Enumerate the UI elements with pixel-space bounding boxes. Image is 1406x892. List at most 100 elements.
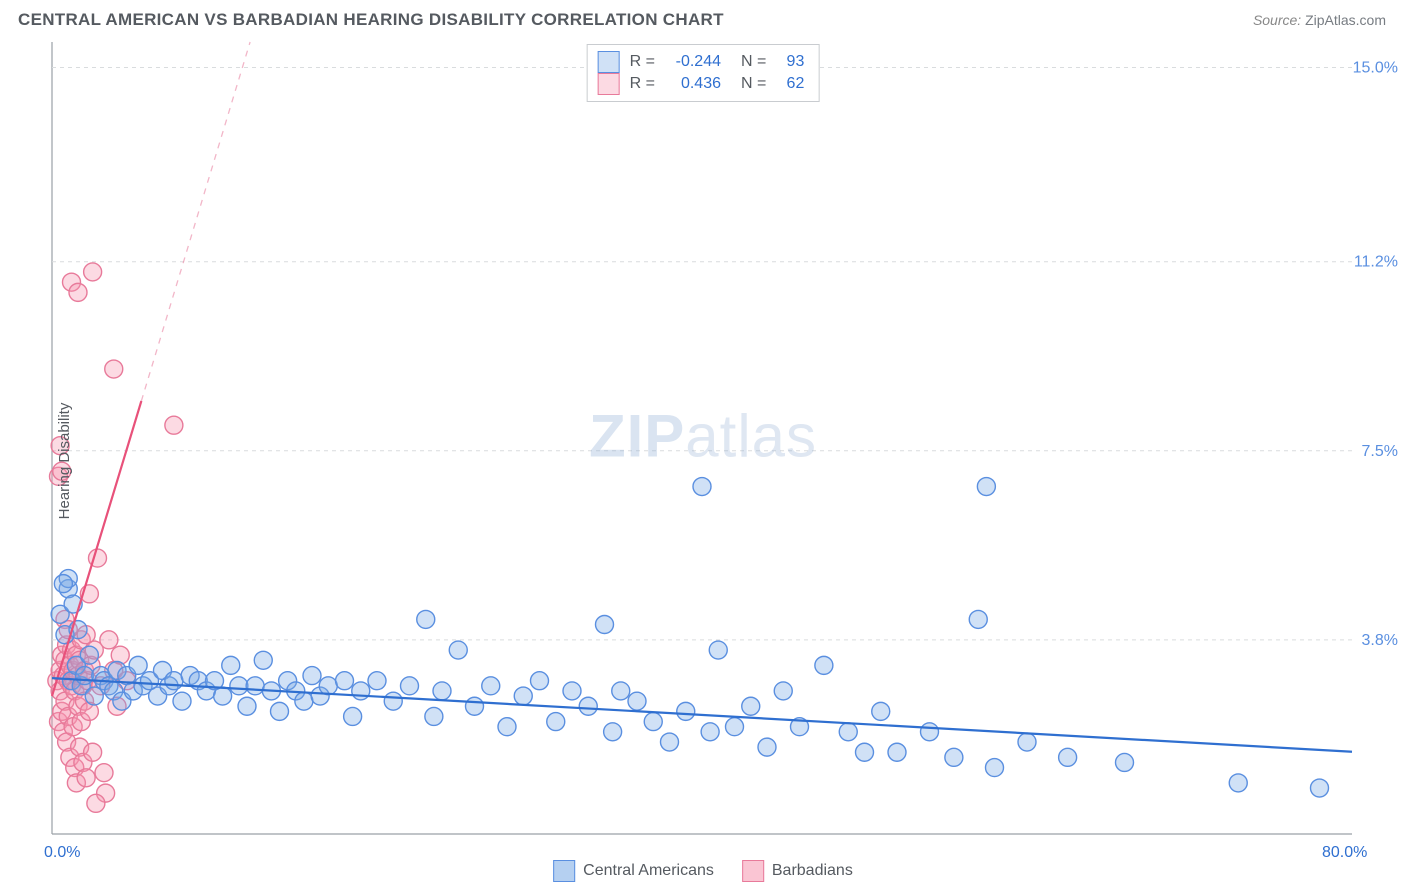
legend-swatch (742, 860, 764, 882)
data-point (84, 263, 102, 281)
legend-item: Central Americans (553, 860, 714, 882)
data-point (222, 656, 240, 674)
data-point (872, 702, 890, 720)
data-point (352, 682, 370, 700)
bottom-legend: Central Americans Barbadians (553, 860, 853, 882)
y-tick-label: 7.5% (1362, 443, 1398, 460)
data-point (1229, 774, 1247, 792)
data-point (173, 692, 191, 710)
data-point (531, 672, 549, 690)
data-point (547, 713, 565, 731)
chart-title: CENTRAL AMERICAN VS BARBADIAN HEARING DI… (18, 10, 724, 30)
y-axis-label: Hearing Disability (56, 403, 73, 520)
legend-swatch (553, 860, 575, 882)
plot-area: Hearing Disability ZIPatlas 3.8%7.5%11.2… (0, 36, 1406, 886)
data-point (368, 672, 386, 690)
data-point (87, 794, 105, 812)
data-point (774, 682, 792, 700)
data-point (401, 677, 419, 695)
x-axis-origin-label: 0.0% (44, 844, 80, 862)
source-attribution: Source: ZipAtlas.com (1253, 12, 1386, 28)
data-point (839, 723, 857, 741)
data-point (77, 769, 95, 787)
y-tick-label: 3.8% (1362, 632, 1398, 649)
legend-label: Barbadians (772, 862, 853, 880)
data-point (129, 656, 147, 674)
data-point (1311, 779, 1329, 797)
data-point (100, 631, 118, 649)
header: CENTRAL AMERICAN VS BARBADIAN HEARING DI… (0, 0, 1406, 36)
data-point (466, 697, 484, 715)
data-point (701, 723, 719, 741)
data-point (54, 575, 72, 593)
data-point (417, 610, 435, 628)
data-point (295, 692, 313, 710)
data-point (214, 687, 232, 705)
data-point (921, 723, 939, 741)
data-point (1018, 733, 1036, 751)
data-point (254, 651, 272, 669)
data-point (693, 478, 711, 496)
data-point (449, 641, 467, 659)
y-tick-label: 11.2% (1354, 254, 1398, 271)
data-point (661, 733, 679, 751)
data-point (344, 707, 362, 725)
data-point (76, 667, 94, 685)
source-value: ZipAtlas.com (1305, 12, 1386, 28)
data-point (165, 672, 183, 690)
stats-r-label: R = (630, 73, 655, 95)
stats-r-label: R = (630, 51, 655, 73)
data-point (384, 692, 402, 710)
data-point (482, 677, 500, 695)
data-point (815, 656, 833, 674)
data-point (271, 702, 289, 720)
stats-n-value: 62 (776, 73, 804, 95)
data-point (230, 677, 248, 695)
x-axis-max-label: 80.0% (1322, 844, 1367, 862)
data-point (425, 707, 443, 725)
data-point (303, 667, 321, 685)
data-point (856, 743, 874, 761)
data-point (888, 743, 906, 761)
data-point (336, 672, 354, 690)
data-point (977, 478, 995, 496)
stats-r-value: 0.436 (665, 73, 721, 95)
data-point (986, 759, 1004, 777)
data-point (84, 743, 102, 761)
data-point (644, 713, 662, 731)
data-point (433, 682, 451, 700)
data-point (677, 702, 695, 720)
data-point (742, 697, 760, 715)
data-point (238, 697, 256, 715)
stats-row: R =0.436N =62 (598, 73, 805, 95)
data-point (246, 677, 264, 695)
data-point (69, 283, 87, 301)
data-point (596, 616, 614, 634)
trend-line (141, 42, 250, 401)
data-point (165, 416, 183, 434)
data-point (80, 646, 98, 664)
data-point (612, 682, 630, 700)
legend-swatch (598, 73, 620, 95)
data-point (498, 718, 516, 736)
chart-svg: 3.8% 7.5% 11.2% 15.0% (0, 36, 1406, 886)
data-point (105, 360, 123, 378)
data-point (628, 692, 646, 710)
data-point (969, 610, 987, 628)
stats-n-value: 93 (776, 51, 804, 73)
data-point (1116, 753, 1134, 771)
stats-r-value: -0.244 (665, 51, 721, 73)
data-point (604, 723, 622, 741)
data-point (709, 641, 727, 659)
data-point (563, 682, 581, 700)
legend-swatch (598, 51, 620, 73)
stats-row: R = -0.244 N = 93 (598, 51, 805, 73)
stats-n-label: N = (741, 51, 766, 73)
source-label: Source: (1253, 12, 1301, 28)
legend-label: Central Americans (583, 862, 714, 880)
data-point (514, 687, 532, 705)
data-point (945, 748, 963, 766)
data-point (758, 738, 776, 756)
stats-legend-box: R = -0.244 N = 93R = 0.436 N = 62 (587, 44, 820, 102)
y-tick-label: 15.0% (1353, 60, 1398, 77)
